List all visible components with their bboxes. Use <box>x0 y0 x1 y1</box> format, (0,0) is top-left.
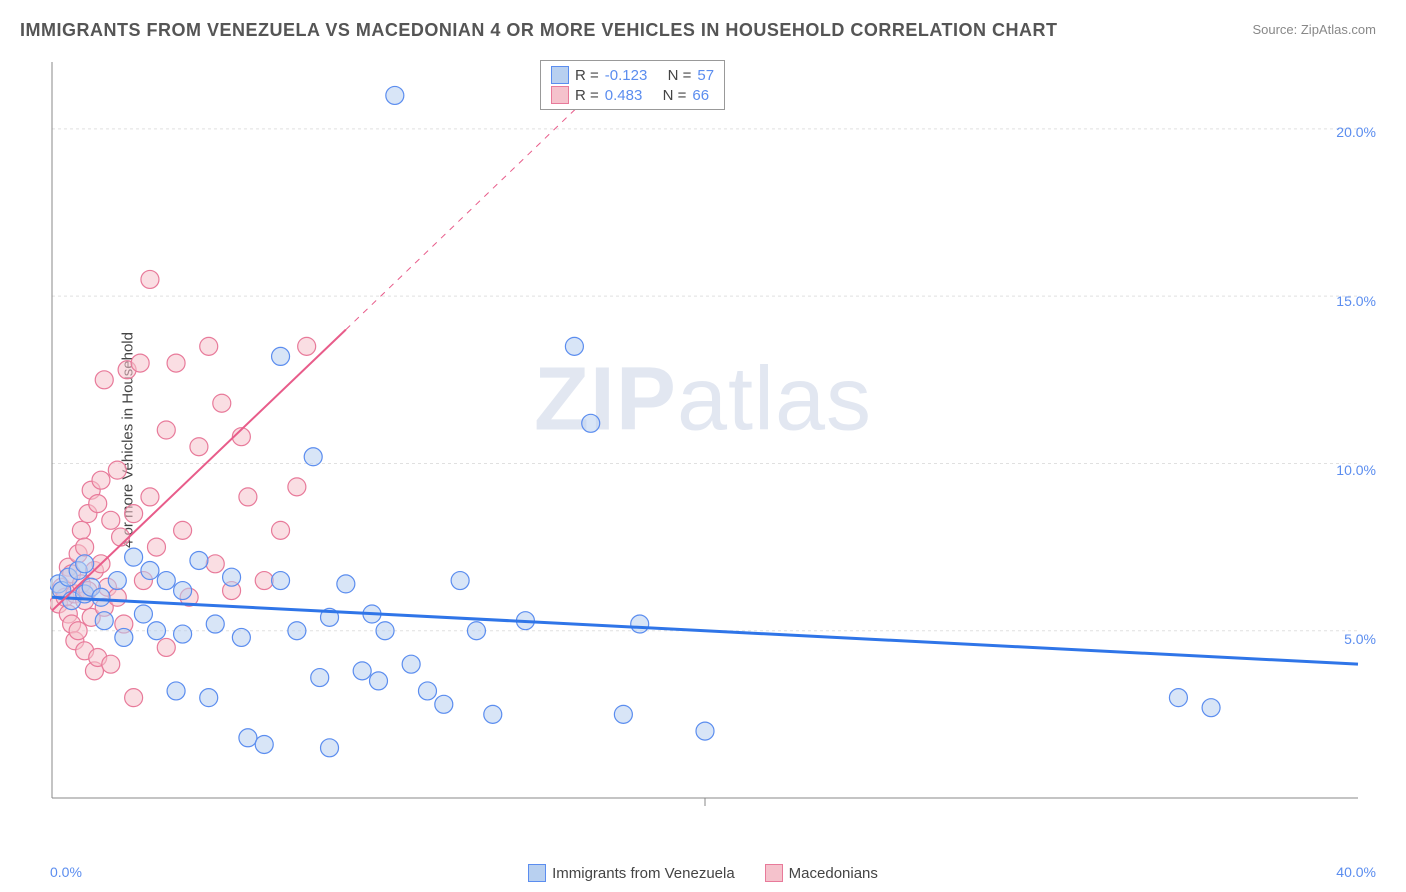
source-attribution: Source: ZipAtlas.com <box>1252 22 1376 37</box>
series2-legend-label: Macedonians <box>789 865 878 882</box>
stats-row-series2: R = 0.483 N = 66 <box>551 85 714 105</box>
bottom-legend: Immigrants from Venezuela Macedonians <box>0 864 1406 882</box>
n-label: N = <box>663 87 687 104</box>
chart-title: IMMIGRANTS FROM VENEZUELA VS MACEDONIAN … <box>20 20 1058 41</box>
y-tick-5: 5.0% <box>1344 631 1376 647</box>
series2-legend-swatch-icon <box>765 864 783 882</box>
y-tick-10: 10.0% <box>1336 462 1376 478</box>
legend-item-series2: Macedonians <box>765 864 878 882</box>
series1-legend-label: Immigrants from Venezuela <box>552 865 735 882</box>
r-label: R = <box>575 87 599 104</box>
series2-n-value: 66 <box>692 87 709 104</box>
series2-swatch-icon <box>551 86 569 104</box>
y-tick-20: 20.0% <box>1336 124 1376 140</box>
series2-r-value: 0.483 <box>605 87 643 104</box>
n-label: N = <box>668 67 692 84</box>
source-prefix: Source: <box>1252 22 1300 37</box>
series1-r-value: -0.123 <box>605 67 648 84</box>
legend-item-series1: Immigrants from Venezuela <box>528 864 735 882</box>
series1-swatch-icon <box>551 66 569 84</box>
r-label: R = <box>575 67 599 84</box>
stats-row-series1: R = -0.123 N = 57 <box>551 65 714 85</box>
correlation-stats-box: R = -0.123 N = 57 R = 0.483 N = 66 <box>540 60 725 110</box>
source-name: ZipAtlas.com <box>1301 22 1376 37</box>
scatter-plot <box>50 60 1360 820</box>
series1-n-value: 57 <box>697 67 714 84</box>
series1-legend-swatch-icon <box>528 864 546 882</box>
y-tick-15: 15.0% <box>1336 293 1376 309</box>
chart-area: 4 or more Vehicles in Household <box>50 60 1360 820</box>
